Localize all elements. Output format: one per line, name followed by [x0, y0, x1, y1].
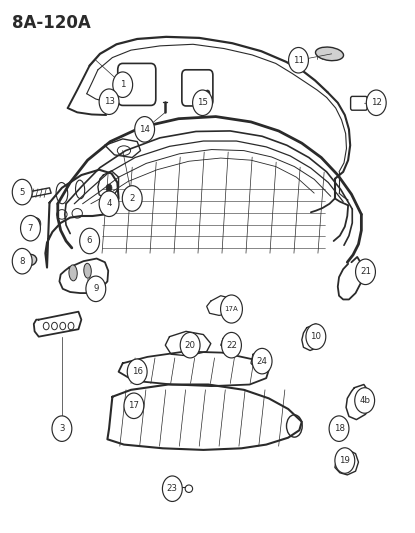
Circle shape [106, 184, 112, 191]
Circle shape [162, 476, 182, 502]
Ellipse shape [315, 47, 344, 61]
Circle shape [222, 333, 242, 358]
Circle shape [288, 47, 308, 73]
Circle shape [52, 416, 72, 441]
Text: 21: 21 [360, 268, 371, 276]
Text: 11: 11 [293, 56, 304, 64]
Circle shape [220, 295, 242, 323]
Circle shape [180, 333, 200, 358]
Circle shape [355, 387, 375, 413]
Text: 17: 17 [128, 401, 139, 410]
Circle shape [252, 349, 272, 374]
Circle shape [329, 416, 349, 441]
Text: 22: 22 [226, 341, 237, 350]
Text: 17A: 17A [225, 306, 238, 312]
Circle shape [31, 217, 41, 230]
Text: 6: 6 [87, 237, 93, 246]
Text: 5: 5 [20, 188, 25, 197]
Circle shape [113, 72, 133, 98]
Text: 20: 20 [185, 341, 195, 350]
Text: 4: 4 [106, 199, 112, 208]
Text: 4b: 4b [359, 396, 370, 405]
Circle shape [99, 89, 119, 115]
Ellipse shape [21, 254, 37, 266]
Circle shape [99, 191, 119, 216]
Circle shape [205, 90, 210, 96]
Text: 1: 1 [120, 80, 125, 89]
Circle shape [21, 215, 40, 241]
Text: 18: 18 [334, 424, 344, 433]
Text: 14: 14 [139, 125, 150, 134]
Text: 8: 8 [20, 257, 25, 265]
Text: 23: 23 [167, 484, 178, 493]
Circle shape [306, 324, 326, 350]
Circle shape [86, 276, 106, 302]
Circle shape [12, 179, 32, 205]
Text: 16: 16 [132, 367, 143, 376]
Circle shape [356, 259, 376, 285]
Text: 2: 2 [129, 194, 135, 203]
Text: 3: 3 [59, 424, 65, 433]
Circle shape [122, 185, 142, 211]
Text: 7: 7 [28, 224, 33, 233]
Text: 19: 19 [339, 456, 350, 465]
Text: 13: 13 [104, 97, 115, 106]
Circle shape [135, 117, 154, 142]
Text: 9: 9 [93, 284, 98, 293]
Text: 12: 12 [371, 98, 382, 107]
Text: 15: 15 [197, 98, 208, 107]
Circle shape [366, 90, 386, 116]
Text: 10: 10 [310, 332, 321, 341]
Circle shape [80, 228, 100, 254]
Text: 8A-120A: 8A-120A [12, 14, 91, 32]
Text: 24: 24 [256, 357, 268, 366]
Circle shape [124, 393, 144, 418]
Ellipse shape [69, 265, 77, 281]
Circle shape [193, 90, 212, 116]
Circle shape [335, 448, 355, 473]
Circle shape [127, 359, 147, 384]
Circle shape [12, 248, 32, 274]
Ellipse shape [84, 263, 91, 278]
